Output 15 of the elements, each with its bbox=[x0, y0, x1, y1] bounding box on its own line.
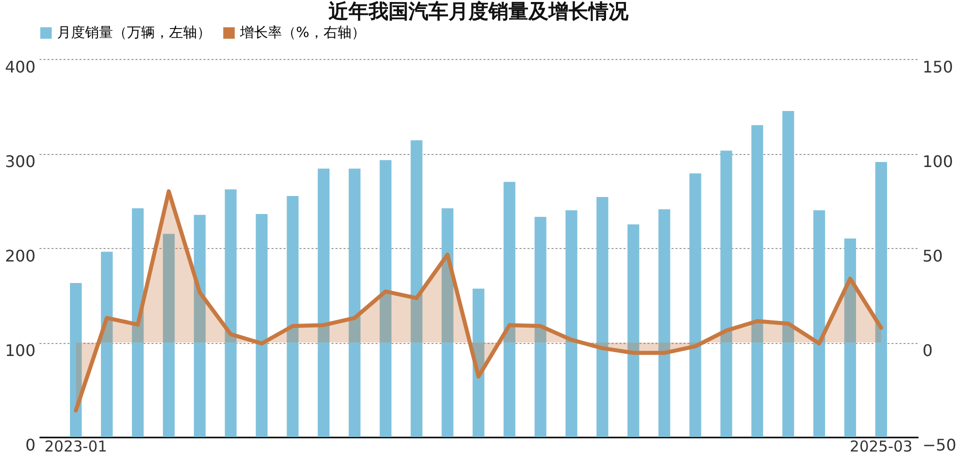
y-tick-label: 400 bbox=[4, 58, 36, 76]
y-tick-label: 0 bbox=[25, 436, 36, 454]
y2-tick-label: −50 bbox=[922, 436, 956, 454]
y2-tick-label: 0 bbox=[922, 341, 933, 360]
y2-tick-label: 100 bbox=[922, 152, 954, 171]
x-tick-label: 2023-01 bbox=[44, 438, 108, 456]
chart-title: 近年我国汽车月度销量及增长情况 bbox=[328, 0, 630, 23]
legend-label: 增长率（%，右轴） bbox=[239, 25, 366, 41]
y-tick-label: 300 bbox=[4, 152, 36, 171]
y-tick-label: 100 bbox=[4, 341, 36, 360]
legend-label: 月度销量（万辆，左轴） bbox=[57, 25, 211, 41]
y2-tick-label: 150 bbox=[922, 58, 954, 76]
x-tick-label: 2025-03 bbox=[850, 438, 912, 456]
y-tick-label: 200 bbox=[4, 246, 36, 266]
y2-tick-label: 50 bbox=[922, 246, 943, 266]
